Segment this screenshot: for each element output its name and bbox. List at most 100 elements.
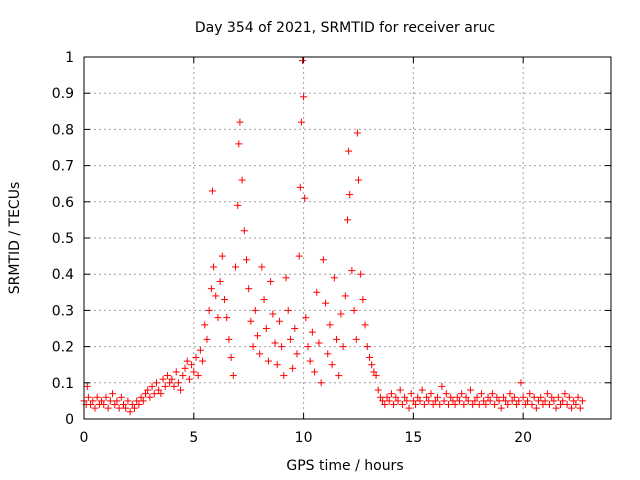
plot-frame xyxy=(83,56,612,420)
data-point xyxy=(495,397,503,405)
data-point xyxy=(530,393,538,401)
data-point xyxy=(354,176,362,184)
data-point xyxy=(510,393,518,401)
data-point xyxy=(126,408,134,416)
data-point xyxy=(565,393,573,401)
data-point xyxy=(235,140,243,148)
data-point xyxy=(434,393,442,401)
data-point xyxy=(576,404,584,412)
data-point xyxy=(469,401,477,409)
data-point xyxy=(131,404,139,412)
data-point xyxy=(139,397,147,405)
data-point xyxy=(91,404,99,412)
data-point xyxy=(418,386,426,394)
y-tick-label: 0.3 xyxy=(52,303,74,319)
data-point xyxy=(302,314,310,322)
data-point xyxy=(150,390,158,398)
data-point xyxy=(104,404,112,412)
data-point xyxy=(273,361,281,369)
data-point xyxy=(365,353,373,361)
data-point xyxy=(322,299,330,307)
data-point xyxy=(352,335,360,343)
data-point xyxy=(135,401,143,409)
chart-title: Day 354 of 2021, SRMTID for receiver aru… xyxy=(195,20,495,36)
data-point xyxy=(403,397,411,405)
data-point xyxy=(374,386,382,394)
data-point xyxy=(286,335,294,343)
data-point xyxy=(423,393,431,401)
data-point xyxy=(168,375,176,383)
data-point xyxy=(109,390,117,398)
data-point xyxy=(84,393,92,401)
data-point xyxy=(409,397,417,405)
data-point xyxy=(218,252,226,260)
data-point xyxy=(480,397,488,405)
data-point xyxy=(455,397,463,405)
data-point xyxy=(328,361,336,369)
data-point xyxy=(98,397,106,405)
data-point xyxy=(306,357,314,365)
data-point xyxy=(499,393,507,401)
data-point xyxy=(192,353,200,361)
y-tick-label: 0.5 xyxy=(52,231,74,247)
data-point xyxy=(438,382,446,390)
x-tick-label: 0 xyxy=(80,430,89,446)
data-point xyxy=(232,263,240,271)
data-point xyxy=(567,404,575,412)
data-point xyxy=(464,397,472,405)
data-point xyxy=(484,393,492,401)
data-point xyxy=(561,390,569,398)
data-point xyxy=(506,390,514,398)
data-point xyxy=(207,285,215,293)
data-point xyxy=(242,256,250,264)
data-point xyxy=(128,401,136,409)
x-axis-label: GPS time / hours xyxy=(286,458,403,474)
data-point xyxy=(519,393,527,401)
data-point xyxy=(458,390,466,398)
data-point xyxy=(177,386,185,394)
data-point xyxy=(113,397,121,405)
data-point xyxy=(106,397,114,405)
data-point xyxy=(188,361,196,369)
data-point xyxy=(515,397,523,405)
data-point xyxy=(144,386,152,394)
data-point xyxy=(199,357,207,365)
data-point xyxy=(196,346,204,354)
data-point xyxy=(100,401,108,409)
data-point xyxy=(405,404,413,412)
data-point xyxy=(475,401,483,409)
data-point xyxy=(372,372,380,380)
data-point xyxy=(293,350,301,358)
data-point xyxy=(427,390,435,398)
data-point xyxy=(552,404,560,412)
y-tick-label: 0.6 xyxy=(52,195,74,211)
data-point xyxy=(170,382,178,390)
data-point xyxy=(115,404,123,412)
data-point xyxy=(297,118,305,126)
data-point xyxy=(221,296,229,304)
data-point xyxy=(543,390,551,398)
data-point xyxy=(348,267,356,275)
data-point xyxy=(368,361,376,369)
data-point xyxy=(163,372,171,380)
data-point xyxy=(473,393,481,401)
data-point xyxy=(390,401,398,409)
data-point xyxy=(313,288,321,296)
data-point xyxy=(148,382,156,390)
data-point xyxy=(236,118,244,126)
data-point xyxy=(563,401,571,409)
data-point xyxy=(559,397,567,405)
x-tick-label: 20 xyxy=(514,430,532,446)
data-point xyxy=(179,372,187,380)
data-point xyxy=(412,401,420,409)
data-point xyxy=(546,401,554,409)
data-point xyxy=(269,310,277,318)
data-point xyxy=(317,379,325,387)
data-point xyxy=(278,343,286,351)
data-point xyxy=(460,401,468,409)
data-point xyxy=(497,404,505,412)
x-tick-label: 10 xyxy=(295,430,313,446)
data-point xyxy=(275,317,283,325)
data-point xyxy=(210,263,218,271)
